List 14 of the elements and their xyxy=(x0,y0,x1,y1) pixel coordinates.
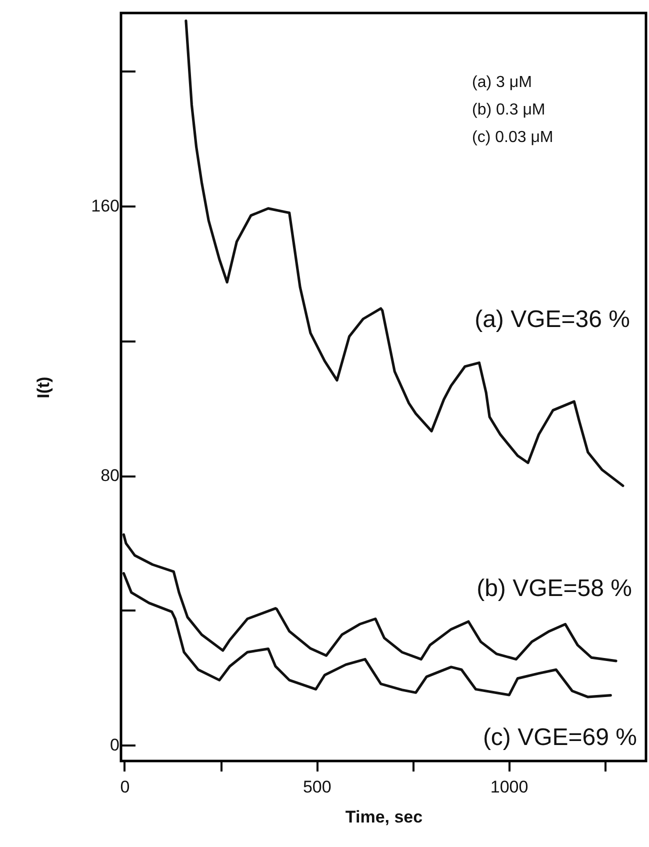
y-tick-label: 160 xyxy=(91,196,120,216)
y-tick-label: 80 xyxy=(100,466,120,486)
annotation: (c) 0.03 μM xyxy=(472,129,554,146)
annotation: (a) 3 μM xyxy=(472,74,532,91)
series-label: (a) VGE=36 % xyxy=(474,306,630,333)
line-series xyxy=(122,572,612,698)
y-tick-label: 0 xyxy=(110,736,120,755)
annotation: (b) 0.3 μM xyxy=(472,102,546,118)
x-tick-label: 500 xyxy=(302,778,332,796)
series-label: (b) VGE=58 % xyxy=(476,575,632,602)
x-tick-label: 1000 xyxy=(490,778,528,796)
series-label: (c) VGE=69 % xyxy=(482,724,637,751)
y-axis-title: I(t) xyxy=(34,376,54,398)
x-axis-title: Time, sec xyxy=(345,808,423,826)
